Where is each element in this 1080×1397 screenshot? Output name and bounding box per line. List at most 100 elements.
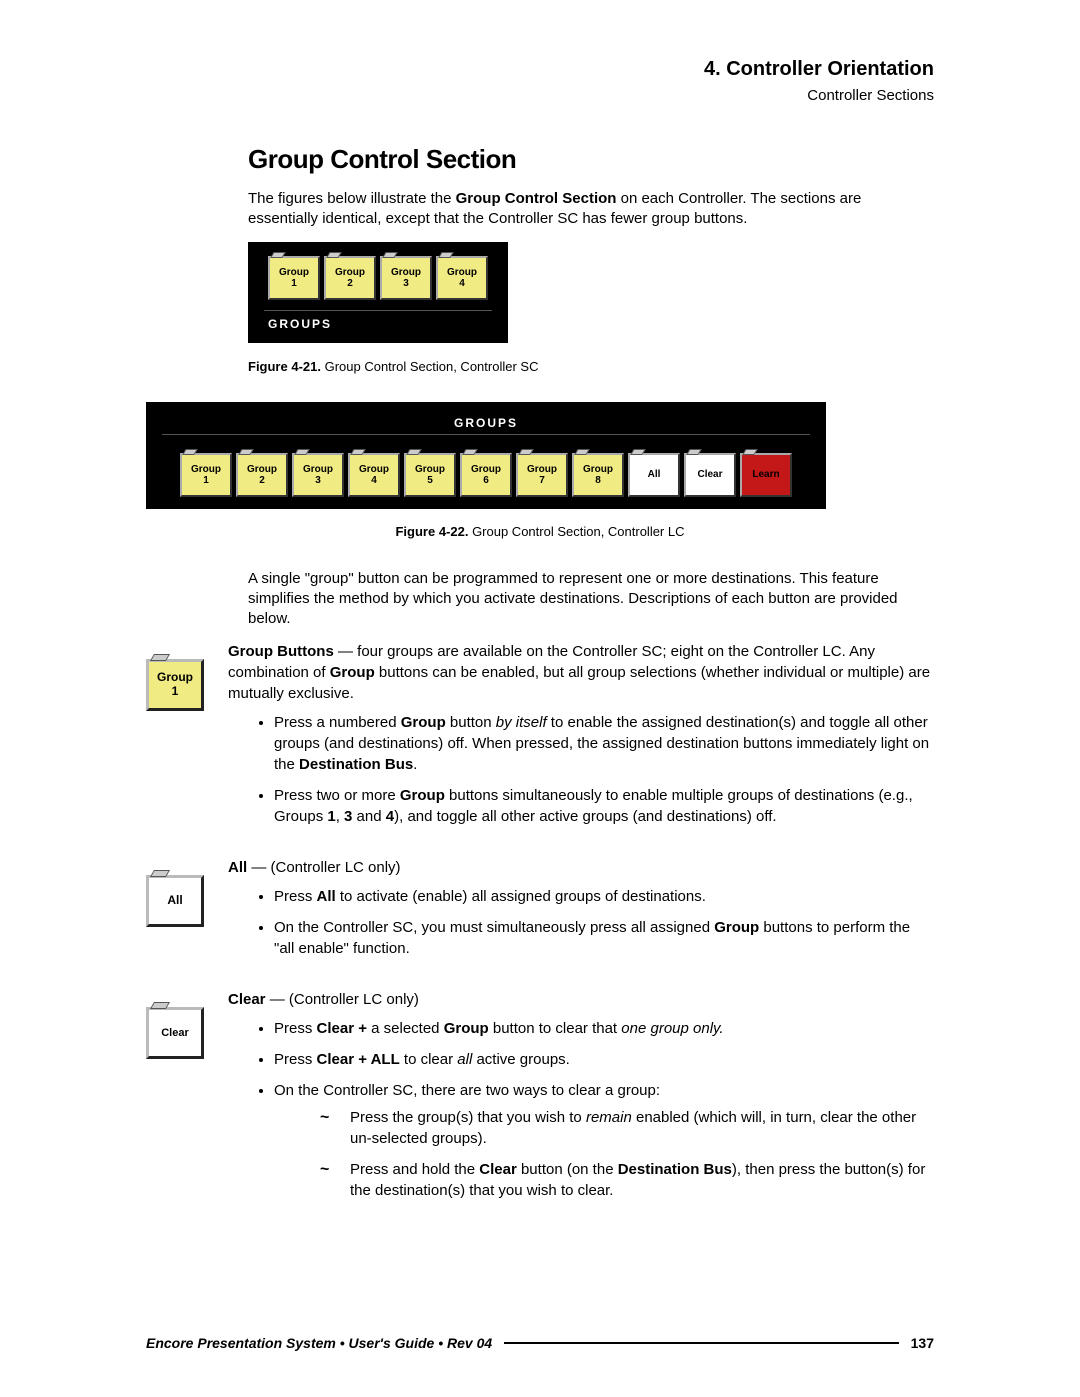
text: ), and toggle all other active groups (a… [394, 808, 776, 825]
desc-clear: Clear Clear — (Controller LC only) Press… [248, 989, 934, 1211]
button-row: Group1 Group2 Group3 Group4 Group5 Group… [162, 453, 810, 497]
btn-num: 1 [203, 475, 209, 486]
clear-bullets: Press Clear + a selected Group button to… [228, 1018, 934, 1201]
page-number: 137 [911, 1335, 934, 1351]
bullet: On the Controller SC, you must simultane… [274, 917, 934, 959]
text-bold: Group [330, 664, 375, 681]
text: Press the group(s) that you wish to [350, 1109, 586, 1126]
group-6-button: Group6 [460, 453, 512, 497]
group-3-button: Group3 [380, 256, 432, 300]
text: and [352, 808, 385, 825]
page-footer: Encore Presentation System • User's Guid… [146, 1335, 934, 1351]
group-lead: Group Buttons — four groups are availabl… [228, 641, 934, 704]
bullet: Press Clear + ALL to clear all active gr… [274, 1049, 934, 1070]
group-4-button: Group4 [436, 256, 488, 300]
paragraph-2: A single "group" button can be programme… [248, 569, 934, 630]
text: Press [274, 888, 317, 905]
text-col: Clear — (Controller LC only) Press Clear… [228, 989, 934, 1211]
text-bold: Destination Bus [618, 1161, 732, 1178]
text: button [446, 714, 496, 731]
btn-label: Clear [161, 1027, 189, 1040]
tilde-item: Press and hold the Clear button (on the … [320, 1159, 934, 1201]
group-1-button: Group1 [180, 453, 232, 497]
text-italic: by itself [496, 714, 547, 731]
group-1-button: Group1 [268, 256, 320, 300]
text-bold: Group Control Section [456, 190, 617, 207]
group-5-button: Group5 [404, 453, 456, 497]
text: Press [274, 1051, 317, 1068]
btn-label: Group [471, 464, 501, 475]
group-7-button: Group7 [516, 453, 568, 497]
text: button to clear that [489, 1020, 622, 1037]
all-bullets: Press All to activate (enable) all assig… [228, 886, 934, 959]
btn-label: Group [527, 464, 557, 475]
btn-label: Group [415, 464, 445, 475]
btn-label: Group [391, 267, 421, 278]
text-col: Group Buttons — four groups are availabl… [228, 641, 934, 837]
tilde-item: Press the group(s) that you wish to rema… [320, 1107, 934, 1149]
icon-col: Clear [146, 989, 210, 1059]
desc-all: All All — (Controller LC only) Press All… [248, 857, 934, 969]
text-bold: All [317, 888, 336, 905]
text: active groups. [472, 1051, 570, 1068]
footer-title: Encore Presentation System • User's Guid… [146, 1335, 492, 1351]
learn-button: Learn [740, 453, 792, 497]
btn-num: 1 [172, 685, 179, 699]
all-lead: All — (Controller LC only) [228, 857, 934, 878]
btn-num: 4 [371, 475, 377, 486]
text: . [413, 756, 417, 773]
text-bold: Group [401, 714, 446, 731]
bullet: Press a numbered Group button by itself … [274, 712, 934, 775]
figure-num: Figure 4-22. [395, 524, 468, 539]
group-3-button: Group3 [292, 453, 344, 497]
text: On the Controller SC, there are two ways… [274, 1082, 660, 1099]
bullet: Press All to activate (enable) all assig… [274, 886, 934, 907]
text: Press [274, 1020, 317, 1037]
text-bold: Group [400, 787, 445, 804]
text-col: All — (Controller LC only) Press All to … [228, 857, 934, 969]
panel-controller-sc: Group1 Group2 Group3 Group4 GROUPS [248, 242, 508, 343]
bullet: On the Controller SC, there are two ways… [274, 1080, 934, 1201]
btn-label: Group [279, 267, 309, 278]
text-bold: Clear [228, 991, 266, 1008]
clear-button-icon: Clear [146, 1007, 204, 1059]
btn-label: All [648, 469, 661, 480]
footer-rule [504, 1342, 898, 1344]
group-bullets: Press a numbered Group button by itself … [228, 712, 934, 827]
text: On the Controller SC, you must simultane… [274, 919, 714, 936]
btn-num: 3 [403, 278, 409, 289]
text: to clear [400, 1051, 458, 1068]
icon-col: All [146, 857, 210, 927]
text: — (Controller LC only) [266, 991, 419, 1008]
text: Press and hold the [350, 1161, 479, 1178]
btn-label: Group [447, 267, 477, 278]
figure-num: Figure 4-21. [248, 359, 321, 374]
btn-num: 4 [459, 278, 465, 289]
text-bold: Group Buttons [228, 643, 334, 660]
text-italic: one group only. [621, 1020, 723, 1037]
section-heading: Group Control Section [248, 144, 934, 175]
intro-paragraph: The figures below illustrate the Group C… [248, 189, 934, 230]
bullet: Press two or more Group buttons simultan… [274, 785, 934, 827]
text-italic: remain [586, 1109, 632, 1126]
btn-label: Group [303, 464, 333, 475]
group-button-icon: Group 1 [146, 659, 204, 711]
btn-num: 7 [539, 475, 545, 486]
text-bold: Clear + [317, 1020, 372, 1037]
bullet: Press Clear + a selected Group button to… [274, 1018, 934, 1039]
btn-num: 5 [427, 475, 433, 486]
text-bold: Destination Bus [299, 756, 413, 773]
btn-label: Group [583, 464, 613, 475]
figure-text: Group Control Section, Controller LC [468, 524, 684, 539]
groups-label: GROUPS [162, 416, 810, 435]
text: button (on the [517, 1161, 618, 1178]
groups-label: GROUPS [264, 310, 492, 331]
btn-num: 8 [595, 475, 601, 486]
btn-num: 6 [483, 475, 489, 486]
text-italic: all [457, 1051, 472, 1068]
text: Press a numbered [274, 714, 401, 731]
text-bold: Group [714, 919, 759, 936]
caption-lc: Figure 4-22. Group Control Section, Cont… [395, 524, 684, 539]
main-content: Group Control Section The figures below … [146, 144, 934, 1211]
group-2-button: Group2 [236, 453, 288, 497]
